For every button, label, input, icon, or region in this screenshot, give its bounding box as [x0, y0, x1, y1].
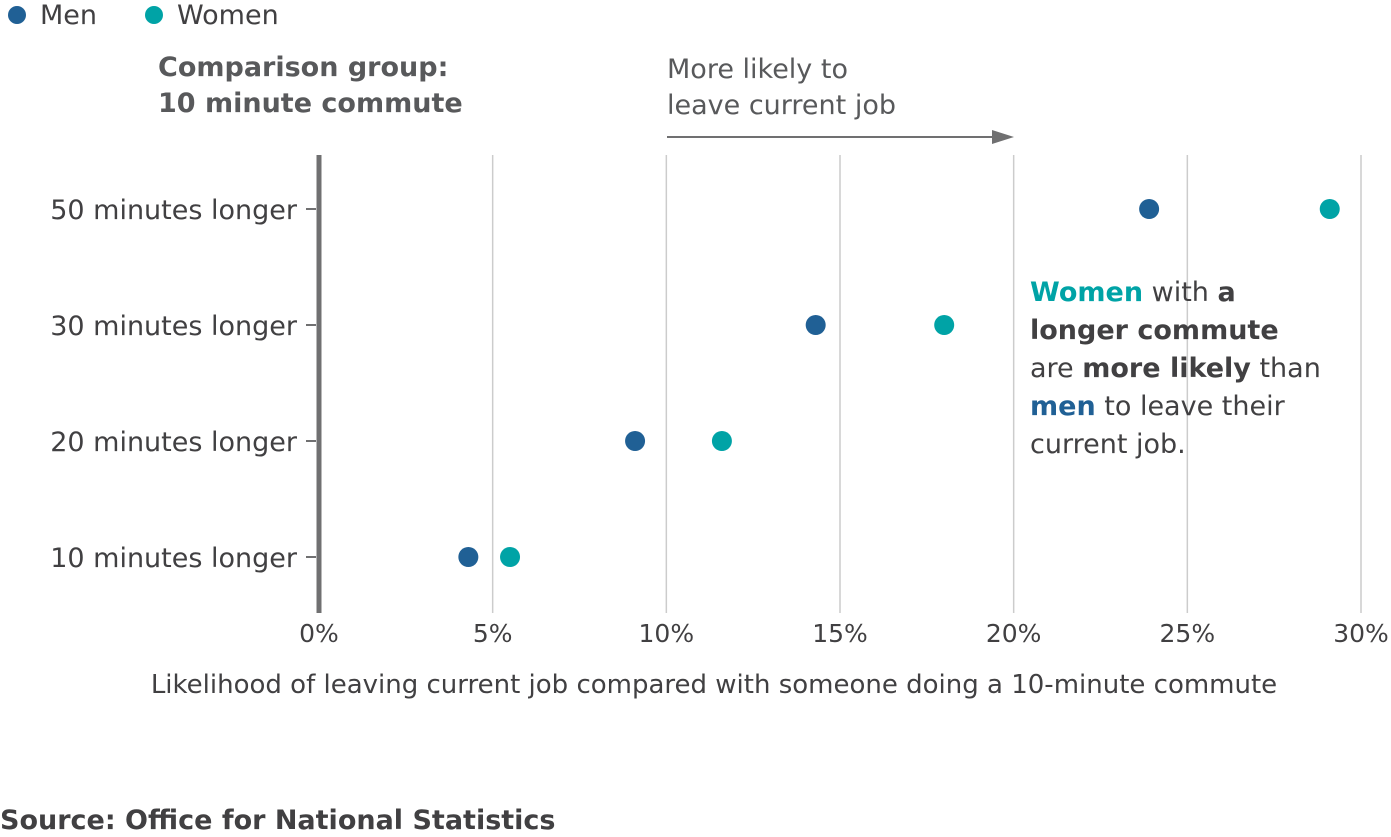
x-tick-label-5: 5% — [473, 619, 513, 648]
comparison-group-line1: Comparison group: — [158, 52, 449, 83]
legend-item-women: Women — [145, 0, 279, 31]
annotation-current-job: current job. — [1030, 429, 1186, 460]
source-note: Source: Office for National Statistics — [0, 805, 556, 836]
annotation-to-leave: to leave their — [1095, 391, 1285, 422]
point-men-1 — [805, 315, 826, 335]
data-points — [458, 199, 1340, 567]
annotation-are: are — [1030, 353, 1083, 384]
annotation-longer-commute: longer commute — [1030, 315, 1279, 346]
legend-men-marker-icon — [8, 6, 26, 24]
grid-lines — [491, 155, 1362, 613]
annotation-men: men — [1030, 391, 1096, 422]
point-men-0 — [1139, 199, 1160, 219]
annotation-than: than — [1250, 353, 1321, 384]
point-women-0 — [1319, 199, 1340, 219]
x-axis-title: Likelihood of leaving current job compar… — [151, 670, 1277, 700]
point-men-3 — [458, 547, 479, 567]
point-women-2 — [711, 431, 732, 451]
comparison-group-note: Comparison group: 10 minute commute — [158, 50, 463, 122]
category-label-0: 50 minutes longer — [50, 195, 298, 226]
point-women-3 — [500, 547, 521, 567]
legend-women-label: Women — [177, 0, 279, 31]
direction-line1: More likely to — [667, 54, 848, 85]
point-women-1 — [934, 315, 955, 335]
category-label-2: 20 minutes longer — [50, 427, 298, 458]
annotation-a: a — [1217, 277, 1236, 308]
annotation-more-likely: more likely — [1082, 353, 1251, 384]
annotation-with: with — [1143, 277, 1218, 308]
x-tick-labels: 0% 5% 10% 15% 20% 25% 30% — [299, 619, 1389, 648]
annotation-women: Women — [1030, 277, 1144, 308]
x-tick-label-10: 10% — [639, 619, 695, 648]
x-tick-label-25: 25% — [1160, 619, 1216, 648]
legend-women-marker-icon — [145, 6, 164, 24]
point-men-2 — [625, 431, 646, 451]
axes — [306, 155, 322, 613]
category-labels: 50 minutes longer 30 minutes longer 20 min… — [50, 195, 298, 574]
x-tick-label-15: 15% — [812, 619, 868, 648]
legend-item-men: Men — [8, 0, 97, 31]
x-tick-label-0: 0% — [299, 619, 339, 648]
direction-arrow-head-icon — [992, 130, 1014, 144]
legend-men-label: Men — [40, 0, 98, 31]
annotation-note: Women with a longer commute are more lik… — [1030, 274, 1385, 464]
direction-line2: leave current job — [667, 90, 896, 121]
x-tick-label-20: 20% — [986, 619, 1042, 648]
category-label-3: 10 minutes longer — [50, 543, 298, 574]
comparison-group-line2: 10 minute commute — [158, 88, 463, 119]
category-label-1: 30 minutes longer — [50, 311, 298, 342]
legend: Men Women — [8, 0, 327, 31]
x-tick-label-30: 30% — [1333, 619, 1389, 648]
direction-note: More likely to leave current job — [667, 52, 896, 124]
